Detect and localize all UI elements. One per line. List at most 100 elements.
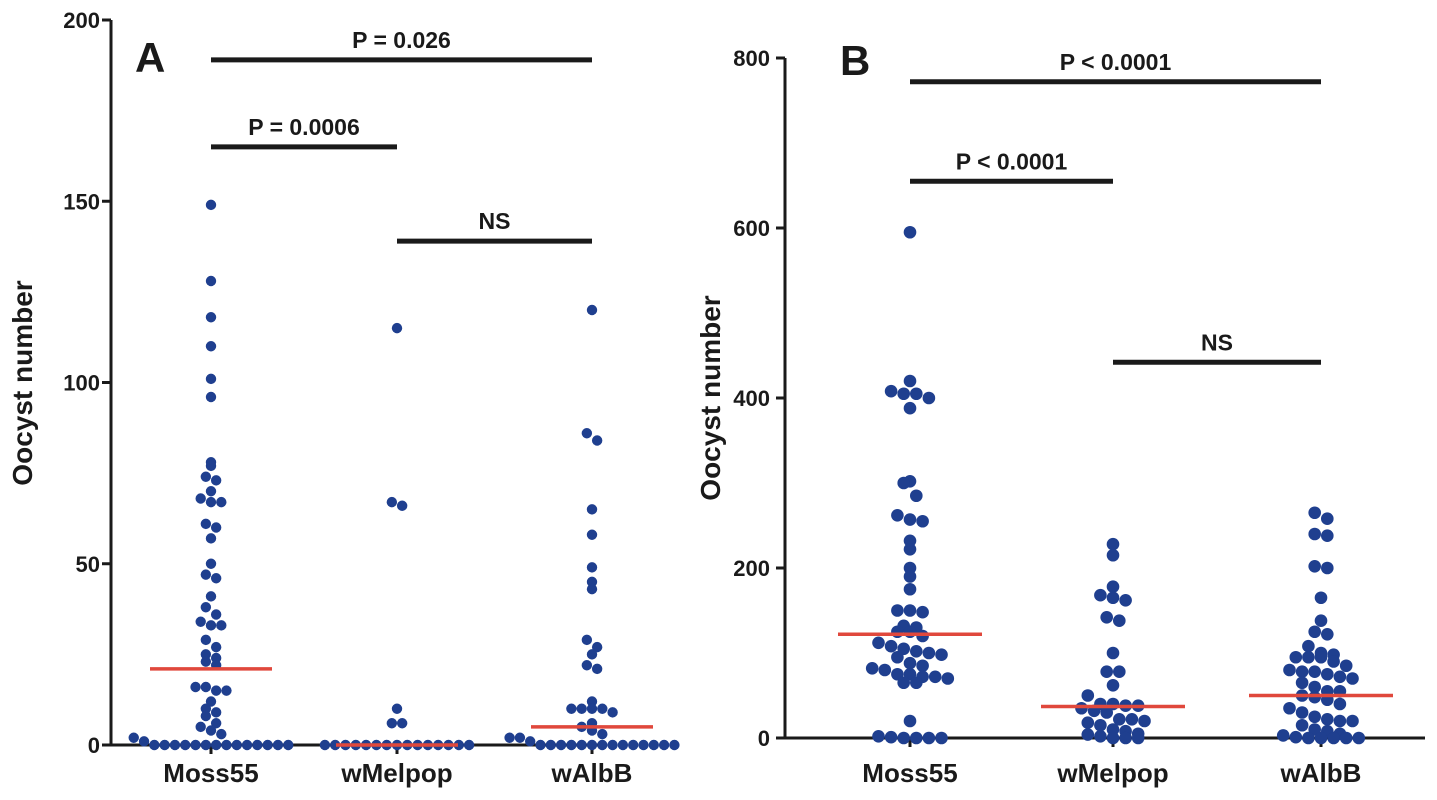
data-point (628, 739, 639, 751)
data-point (903, 625, 917, 639)
data-point (566, 739, 577, 751)
data-point (903, 570, 917, 583)
data-point (463, 739, 475, 751)
data-point (525, 736, 536, 747)
data-point (597, 739, 608, 751)
y-tick-label: 800 (733, 46, 770, 71)
data-point (1339, 659, 1353, 673)
data-point (910, 489, 923, 503)
data-point (1131, 731, 1145, 745)
data-point (1302, 731, 1315, 745)
data-point (903, 656, 917, 670)
data-point (1346, 672, 1359, 685)
x-tick-label: Moss55 (163, 758, 258, 788)
significance-label: P < 0.0001 (1060, 49, 1172, 75)
data-point (216, 728, 227, 740)
data-point (586, 649, 598, 660)
data-point (1081, 689, 1095, 702)
data-point (221, 685, 232, 696)
data-point (910, 676, 923, 690)
data-point (884, 730, 898, 744)
data-point (1308, 625, 1321, 639)
data-point (1125, 713, 1139, 726)
data-point (922, 731, 936, 745)
data-point (1302, 639, 1315, 653)
data-point (1106, 591, 1120, 605)
data-point (200, 649, 212, 660)
data-point (865, 662, 879, 675)
data-point (941, 672, 955, 685)
data-point (169, 739, 181, 751)
data-point (210, 641, 222, 653)
data-point (1321, 713, 1334, 726)
data-point (330, 739, 341, 751)
data-point (903, 513, 917, 526)
data-point (903, 225, 917, 239)
data-point (1119, 594, 1132, 607)
data-point (586, 504, 598, 515)
data-point (591, 641, 603, 653)
x-tick-label: Moss55 (862, 758, 957, 788)
data-point (1295, 718, 1309, 732)
data-point (205, 725, 217, 736)
panel-b-chart: B Oocyst number 0 200 400 600 800 Moss55 wMelpop… (695, 37, 1425, 788)
data-point (910, 645, 923, 658)
y-tick-label: 50 (76, 552, 100, 577)
data-point (591, 663, 603, 675)
data-point (190, 739, 201, 751)
data-point (200, 739, 212, 751)
y-tick-label: 200 (63, 8, 100, 33)
data-point (200, 602, 212, 613)
data-point (922, 646, 936, 660)
data-point (903, 582, 917, 596)
data-point (319, 739, 331, 751)
data-point (669, 739, 680, 751)
data-point (607, 739, 618, 751)
data-point (1100, 611, 1113, 624)
data-point (1106, 580, 1120, 593)
data-point (910, 731, 923, 745)
data-point (897, 676, 910, 690)
data-point (216, 496, 227, 508)
data-point (195, 493, 206, 504)
data-point (1081, 728, 1095, 741)
data-point (386, 718, 398, 729)
data-point (1314, 591, 1328, 605)
data-point (581, 428, 593, 439)
data-point (891, 650, 904, 664)
data-point (1100, 706, 1113, 719)
data-point (504, 732, 515, 743)
data-point (928, 670, 942, 684)
data-point (555, 739, 567, 751)
data-point (210, 609, 222, 620)
data-point (200, 471, 212, 482)
data-point (586, 696, 598, 707)
data-point (149, 739, 160, 751)
data-point (1283, 701, 1296, 715)
data-point (391, 322, 403, 334)
data-point (884, 639, 898, 653)
data-point (891, 604, 904, 617)
data-point (581, 660, 593, 671)
data-point (1333, 697, 1347, 711)
data-point (586, 304, 598, 316)
data-point (1289, 650, 1303, 664)
data-point (1308, 680, 1321, 694)
data-point (391, 703, 403, 714)
panel-letter: A (135, 34, 165, 81)
y-axis-title: Oocyst number (7, 280, 38, 485)
data-point (205, 341, 217, 352)
panel-a-chart: A Oocyst number 0 50 100 150 200 Moss55 wMelpop w… (7, 8, 680, 788)
data-point (891, 625, 904, 639)
data-point (1106, 731, 1120, 745)
data-point (210, 475, 222, 486)
data-point (935, 648, 948, 661)
data-point (586, 562, 598, 573)
data-point (159, 739, 170, 751)
data-point (1314, 731, 1328, 745)
data-point (210, 739, 222, 751)
data-point (897, 476, 910, 490)
data-point (916, 659, 929, 673)
data-point (1094, 730, 1107, 743)
